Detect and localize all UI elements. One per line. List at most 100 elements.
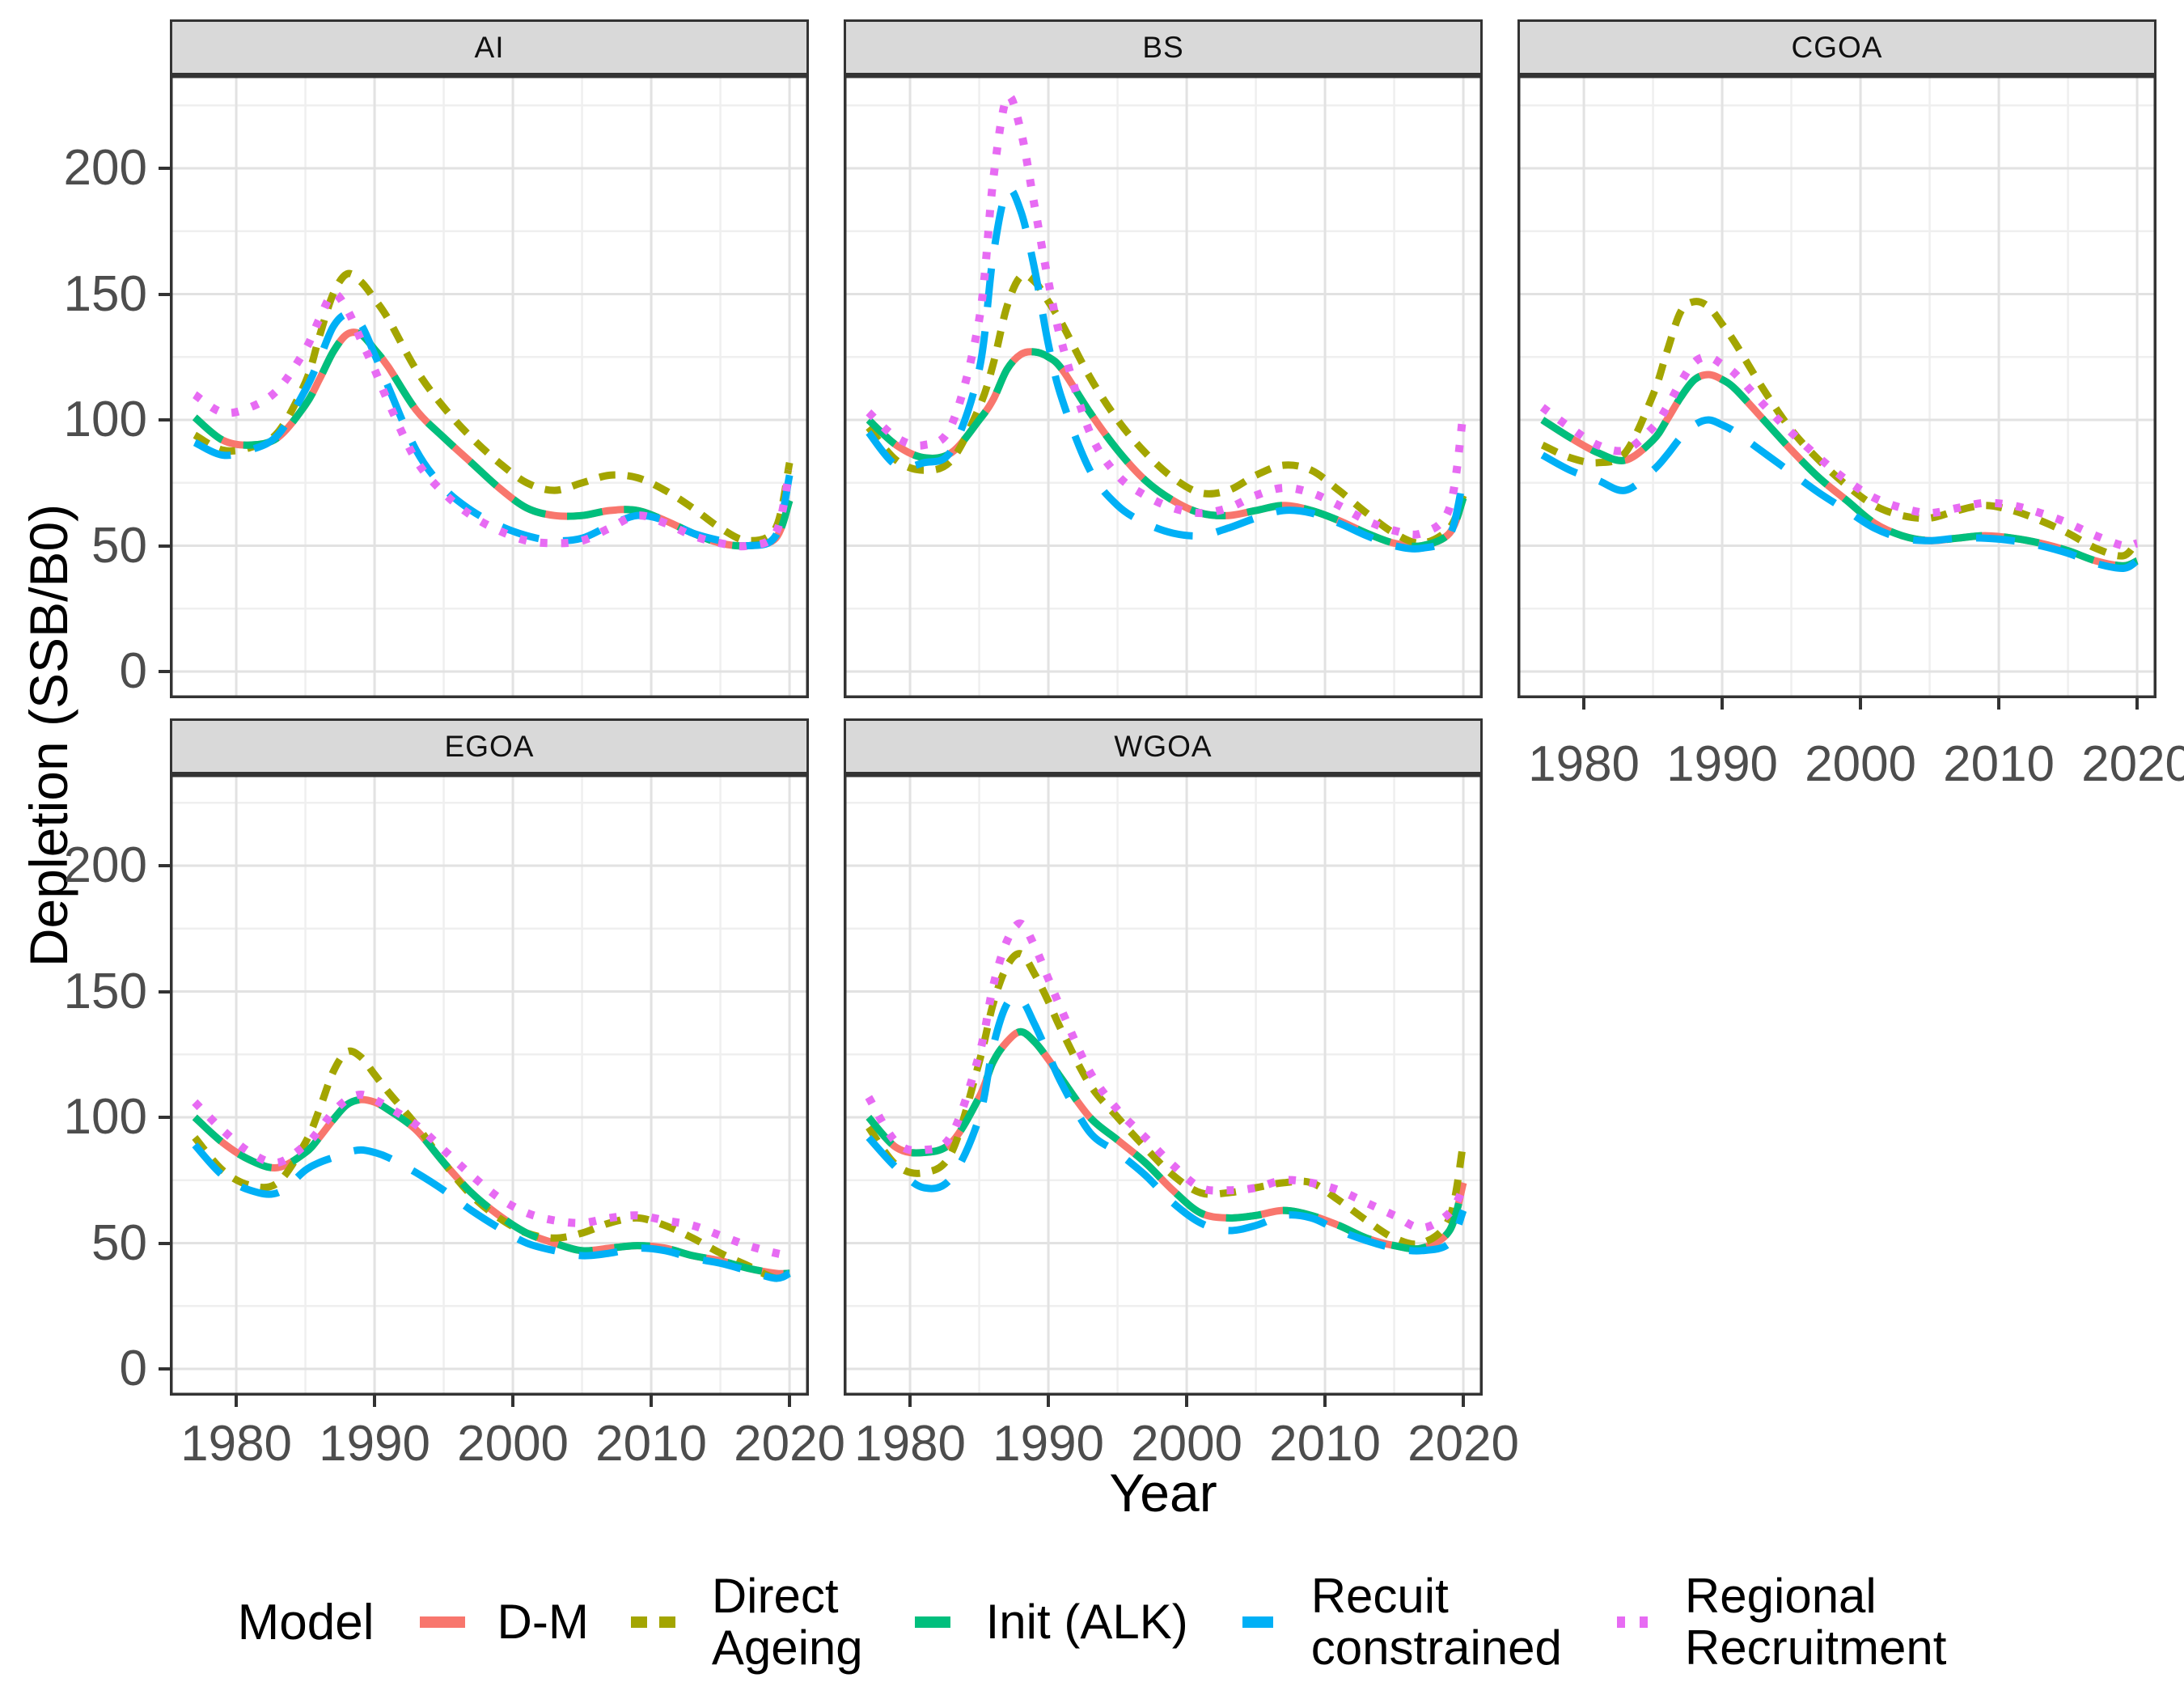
panel-wgoa: WGOA (844, 718, 1483, 1396)
series-line-regional_recruitment (865, 919, 1467, 1232)
x-tick-label: 2020 (734, 1416, 846, 1472)
legend-item-label: Init (ALK) (985, 1595, 1188, 1649)
legend-item-label: Recuit constrained (1310, 1569, 1562, 1675)
y-axis-tick (159, 989, 170, 994)
legend-item-regional-recruitment: Regional Recruitment (1599, 1570, 1946, 1674)
grid-minor (1517, 75, 2156, 698)
x-tick-label: 2020 (1407, 1416, 1520, 1472)
x-axis-tick (1047, 1396, 1051, 1407)
y-tick-label: 50 (91, 517, 147, 574)
panel-egoa: EGOA (170, 718, 809, 1396)
y-axis-tick (159, 1367, 170, 1371)
series-line-direct_ageing (192, 1047, 792, 1282)
facet-strip-label: BS (1142, 30, 1184, 64)
series-line-recruit_constrained (1540, 416, 2140, 573)
panel-border (844, 75, 1483, 698)
series-line-init_alk (1540, 371, 2139, 570)
x-axis-tick (373, 1396, 377, 1407)
x-tick-label: 1980 (180, 1416, 293, 1472)
y-axis-tick (159, 292, 170, 296)
facet-strip-cgoa: CGOA (1517, 19, 2156, 75)
grid-major (844, 75, 1483, 698)
x-tick-label: 1990 (1666, 736, 1779, 792)
facet-strip-label: WGOA (1114, 729, 1213, 763)
series-line-init_alk (192, 328, 794, 550)
facet-strip-wgoa: WGOA (844, 718, 1483, 774)
series-line-recruit_constrained (193, 310, 794, 550)
legend-item-recruit-constrained: Recuit constrained (1225, 1570, 1562, 1674)
series-line-recruit_constrained (192, 1142, 792, 1282)
facet-strip-label: CGOA (1791, 30, 1883, 64)
series-line-init_alk (192, 1095, 790, 1277)
x-axis-tick (1721, 698, 1725, 710)
series-line-recruit_constrained (866, 185, 1467, 553)
y-tick-label: 150 (63, 963, 147, 1019)
legend-item-direct-ageing: Direct Ageing (626, 1570, 863, 1674)
legend-item-label: D-M (497, 1595, 589, 1649)
legend-key-longdash-line-icon (914, 1616, 950, 1628)
x-tick-label: 1980 (854, 1416, 967, 1472)
panel-border (844, 774, 1483, 1396)
grid-major (170, 774, 809, 1396)
x-tick-label: 1990 (319, 1416, 431, 1472)
y-axis-tick (159, 864, 170, 867)
facet-strip-label: EGOA (444, 729, 535, 763)
x-tick-label: 1980 (1528, 736, 1640, 792)
x-axis-tick (1582, 698, 1586, 710)
x-tick-label: 2020 (2081, 736, 2184, 792)
series-line-dm (192, 1095, 790, 1277)
x-axis-tick (1185, 1396, 1189, 1407)
facet-strip-egoa: EGOA (170, 718, 809, 774)
legend-key-dashed-line-icon (630, 1616, 678, 1628)
x-tick-label: 1990 (993, 1416, 1105, 1472)
grid-minor (844, 774, 1483, 1396)
y-tick-label: 100 (63, 1089, 147, 1145)
y-axis-tick (159, 167, 170, 170)
panel-border (170, 774, 809, 1396)
panel-ai: AI (170, 19, 809, 698)
facet-strip-ai: AI (170, 19, 809, 75)
panel-border (170, 75, 809, 698)
series-line-regional_recruitment (866, 91, 1468, 539)
x-axis-tick (1997, 698, 2001, 710)
x-axis-tick (1323, 1396, 1327, 1407)
grid-major (1517, 75, 2156, 698)
x-axis-title: Year (1109, 1463, 1217, 1523)
x-axis-tick (2135, 698, 2140, 710)
y-tick-label: 100 (63, 392, 147, 447)
x-tick-label: 2010 (595, 1416, 708, 1472)
series-line-direct_ageing (866, 950, 1467, 1248)
x-axis-tick (1859, 698, 1863, 710)
y-axis-tick (159, 418, 170, 422)
x-axis-tick (235, 1396, 239, 1407)
series-line-dm (192, 328, 794, 550)
facet-strip-label: AI (474, 30, 505, 64)
x-axis-tick (908, 1396, 912, 1407)
series-line-direct_ageing (193, 269, 794, 544)
x-tick-label: 2010 (1269, 1416, 1382, 1472)
series-line-direct_ageing (866, 271, 1467, 547)
y-tick-label: 200 (63, 837, 147, 893)
x-tick-label: 2010 (1943, 736, 2055, 792)
x-axis-tick (511, 1396, 515, 1407)
y-tick-label: 50 (91, 1214, 147, 1271)
y-axis-tick (159, 544, 170, 548)
legend-title: Model (237, 1594, 375, 1650)
plot-area-ai (170, 75, 809, 698)
x-axis-tick (788, 1396, 792, 1407)
plot-area-wgoa (844, 774, 1483, 1396)
series-line-direct_ageing (1540, 298, 2140, 560)
series-line-regional_recruitment (1539, 353, 2139, 550)
plot-area-cgoa (1517, 75, 2156, 698)
series-line-recruit_constrained (866, 993, 1467, 1255)
legend-item-label: Regional Recruitment (1684, 1569, 1947, 1675)
grid-major (844, 774, 1483, 1396)
grid-major (170, 75, 809, 698)
series-line-regional_recruitment (192, 290, 794, 551)
y-axis-tick (159, 1241, 170, 1245)
legend-item-init-alk: Init (ALK) (900, 1596, 1188, 1648)
legend-item-label: Direct Ageing (711, 1569, 863, 1675)
x-axis-tick (1462, 1396, 1466, 1407)
y-tick-label: 0 (119, 643, 147, 699)
